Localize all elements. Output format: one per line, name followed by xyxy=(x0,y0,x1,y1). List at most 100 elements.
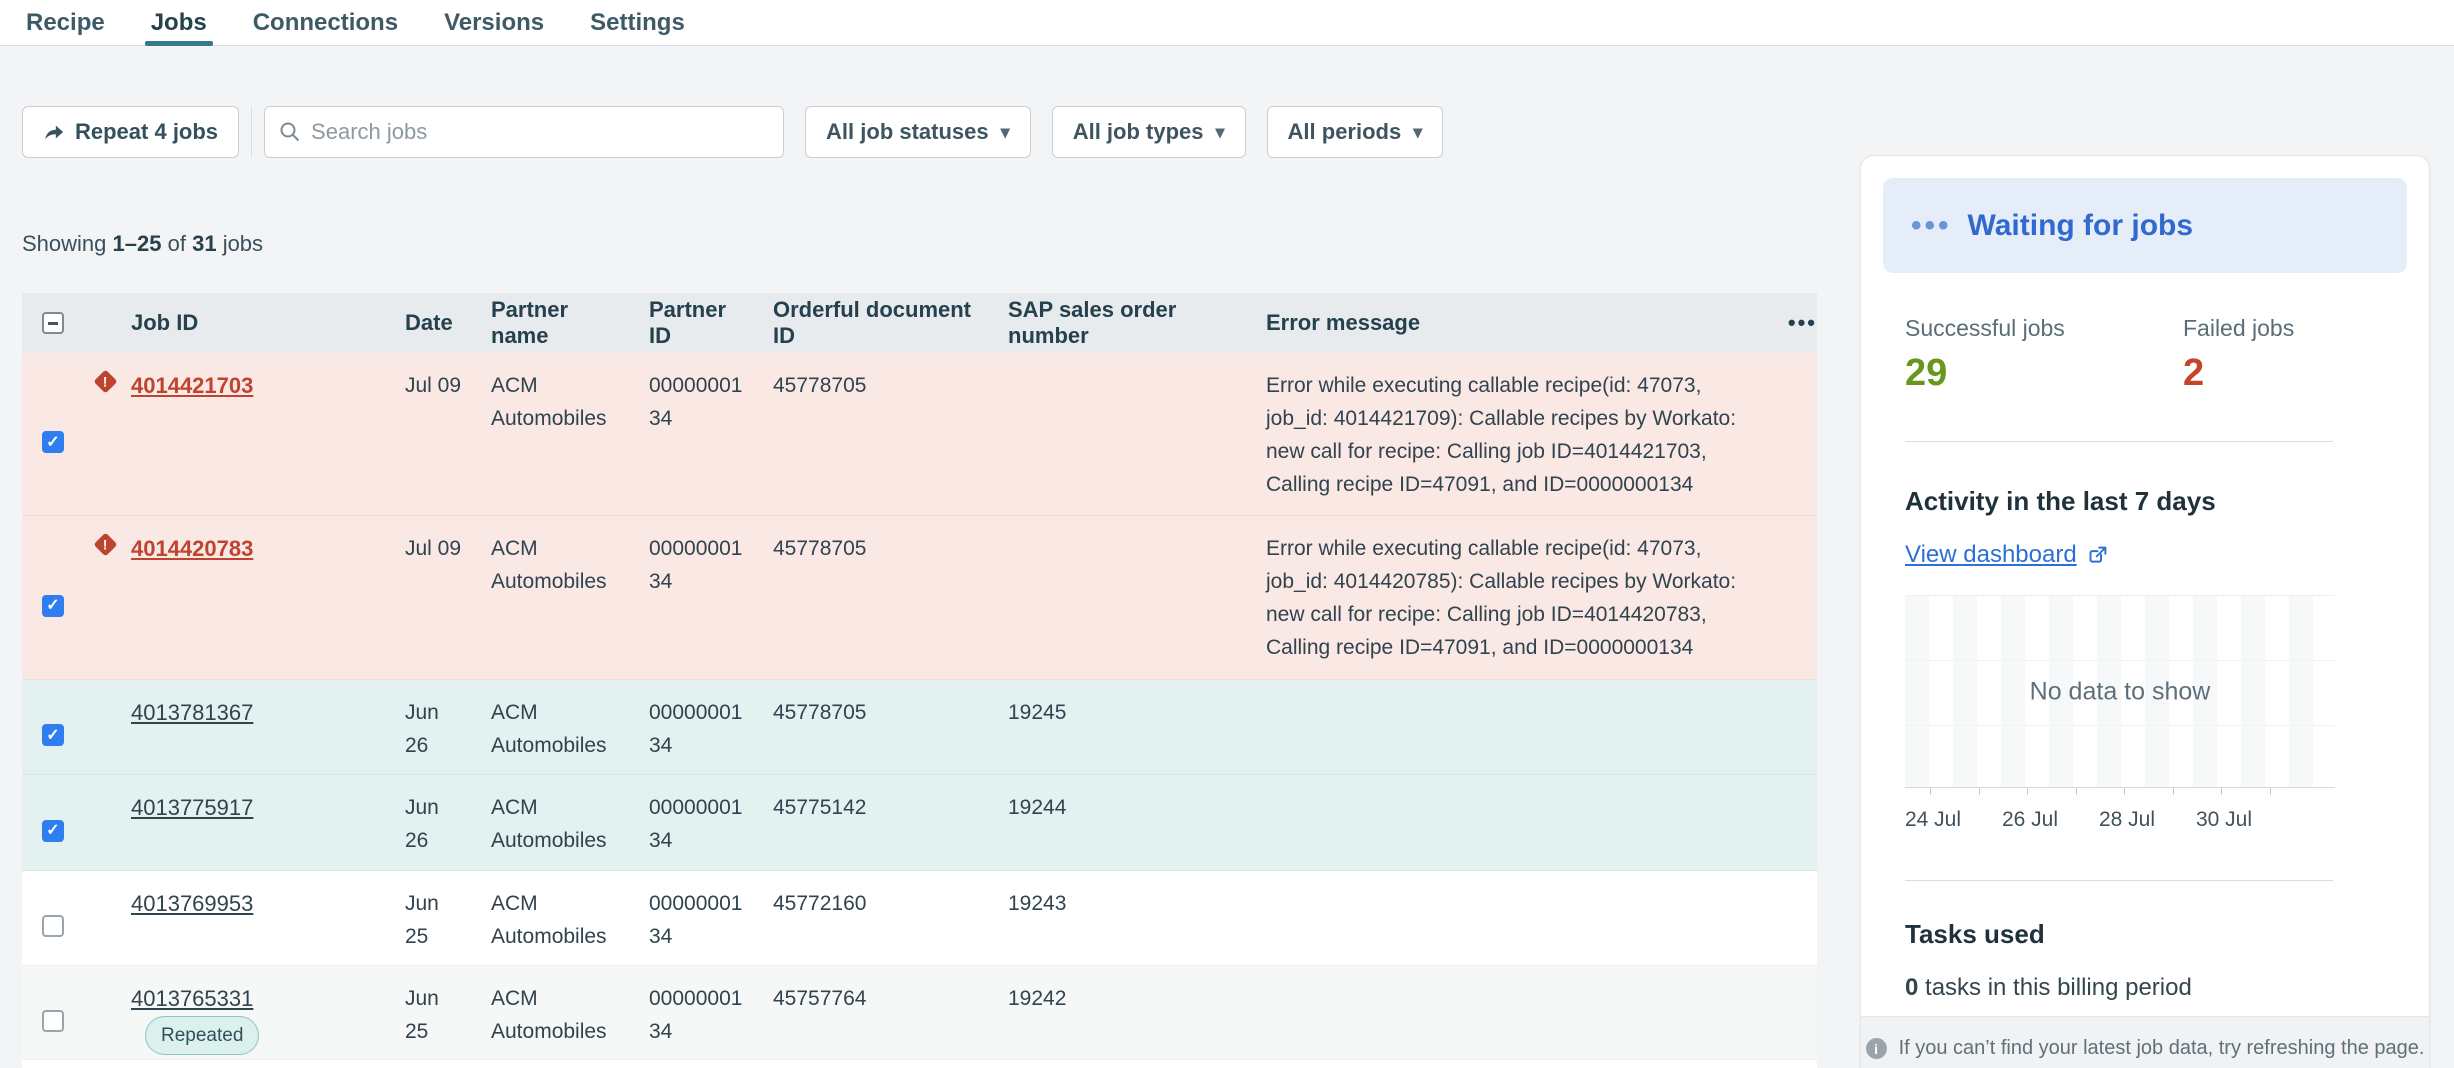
job-id-link[interactable]: 4013775917 xyxy=(131,795,253,820)
partner-id: 0000000134 xyxy=(649,871,773,965)
activity-chart: No data to show 24 Jul 26 Jul 28 Jul 30 … xyxy=(1905,595,2335,838)
results-summary: Showing 1–25 of 31 jobs xyxy=(22,231,263,257)
jobs-table: Job ID Date Partner name Partner ID Orde… xyxy=(22,293,1817,1068)
sap-sales-order-number: 19245 xyxy=(1008,680,1266,774)
table-header: Job ID Date Partner name Partner ID Orde… xyxy=(22,293,1817,353)
view-dashboard-link[interactable]: View dashboard xyxy=(1905,541,2108,569)
sap-sales-order-number: 19243 xyxy=(1008,871,1266,965)
select-all-checkbox[interactable] xyxy=(42,312,64,334)
results-total: 31 xyxy=(192,231,216,256)
partner-name: ACM Automobiles xyxy=(491,353,649,515)
x-axis-ticks xyxy=(1905,788,2335,796)
results-range: 1–25 xyxy=(113,231,162,256)
period-filter-label: All periods xyxy=(1288,119,1402,145)
sap-sales-order-number: 19242 xyxy=(1008,966,1266,1059)
row-checkbox[interactable] xyxy=(42,431,64,453)
partner-id: 0000000134 xyxy=(649,1060,773,1068)
repeat-jobs-label: Repeat 4 jobs xyxy=(75,119,218,145)
job-type-filter[interactable]: All job types ▾ xyxy=(1052,106,1246,158)
failed-jobs-count: 2 xyxy=(2183,352,2407,395)
col-orderful-document-id: Orderful document ID xyxy=(773,297,1008,349)
jobs-page: Repeat 4 jobs All job statuses ▾ All job… xyxy=(0,46,2454,1068)
activity-heading: Activity in the last 7 days xyxy=(1905,486,2407,517)
external-link-icon xyxy=(2087,545,2108,566)
job-stats: Successful jobs 29 Failed jobs 2 xyxy=(1905,315,2407,395)
partner-id: 0000000134 xyxy=(649,775,773,870)
col-sap-sales-order-number: SAP sales order number xyxy=(1008,297,1266,349)
orderful-document-id: 45778705 xyxy=(773,353,1008,515)
partner-name: ACM Automobiles xyxy=(491,966,649,1059)
job-id-link[interactable]: 4014421703 xyxy=(131,373,253,398)
tab-connections[interactable]: Connections xyxy=(253,0,398,46)
table-row: 4014420783 Jul 09 ACM Automobiles 000000… xyxy=(22,516,1817,680)
column-options-icon[interactable]: ••• xyxy=(1773,310,1817,336)
repeated-badge: Repeated xyxy=(145,1016,259,1055)
partner-name: ACM Automobiles xyxy=(491,680,649,774)
partner-id: 0000000134 xyxy=(649,680,773,774)
row-checkbox[interactable] xyxy=(42,820,64,842)
table-row: 4014421703 Jul 09 ACM Automobiles 000000… xyxy=(22,353,1817,516)
job-type-filter-label: All job types xyxy=(1073,119,1204,145)
partner-name: ACM Automobiles xyxy=(491,516,649,679)
filter-group: All job statuses ▾ All job types ▾ All p… xyxy=(805,106,1443,158)
period-filter[interactable]: All periods ▾ xyxy=(1267,106,1444,158)
col-partner-name: Partner name xyxy=(491,297,649,349)
search-input[interactable] xyxy=(311,119,769,145)
tab-bar: Recipe Jobs Connections Versions Setting… xyxy=(0,0,2454,46)
tab-settings[interactable]: Settings xyxy=(590,0,685,46)
job-status-filter[interactable]: All job statuses ▾ xyxy=(805,106,1031,158)
jobs-toolbar: Repeat 4 jobs All job statuses ▾ All job… xyxy=(22,106,1443,158)
sap-sales-order-number xyxy=(1008,516,1266,679)
x-axis-labels: 24 Jul 26 Jul 28 Jul 30 Jul xyxy=(1905,808,2335,838)
repeat-jobs-button[interactable]: Repeat 4 jobs xyxy=(22,106,239,158)
x-tick-label: 28 Jul xyxy=(2099,808,2155,832)
orderful-document-id: 45757764 xyxy=(773,966,1008,1059)
job-id-link[interactable]: 4014420783 xyxy=(131,536,253,561)
partner-name: ACM Automobiles xyxy=(491,871,649,965)
error-message: Error while executing callable recipe(id… xyxy=(1266,516,1773,679)
tab-recipe[interactable]: Recipe xyxy=(26,0,105,46)
toolbar-divider xyxy=(251,106,252,158)
sap-sales-order-number: 19244 xyxy=(1008,775,1266,870)
orderful-document-id: 45778705 xyxy=(773,680,1008,774)
row-checkbox[interactable] xyxy=(42,724,64,746)
table-row: 4013775917 Jun 26 ACM Automobiles 000000… xyxy=(22,775,1817,871)
failed-jobs-label: Failed jobs xyxy=(2183,315,2407,342)
waiting-for-jobs-title: Waiting for jobs xyxy=(1968,209,2194,243)
partner-id: 0000000134 xyxy=(649,516,773,679)
orderful-document-id: 45772160 xyxy=(773,871,1008,965)
job-id-link[interactable]: 4013765331 xyxy=(131,986,253,1011)
x-tick-label: 24 Jul xyxy=(1905,808,1961,832)
partner-id: 0000000134 xyxy=(649,966,773,1059)
chevron-down-icon: ▾ xyxy=(1215,122,1224,143)
waiting-for-jobs-banner: ••• Waiting for jobs xyxy=(1883,178,2407,273)
job-id-link[interactable]: 4013781367 xyxy=(131,700,253,725)
chevron-down-icon: ▾ xyxy=(1413,122,1422,143)
table-row: 4013765331Repeated Jun 25 ACM Automobile… xyxy=(22,966,1817,1060)
sap-sales-order-number: 19238 xyxy=(1008,1060,1266,1068)
row-checkbox[interactable] xyxy=(42,1010,64,1032)
partner-name: ACM Automobiles xyxy=(491,1060,649,1068)
repeat-arrow-icon xyxy=(43,121,65,143)
job-id-link[interactable]: 4013769953 xyxy=(131,891,253,916)
job-date: Jun 25 xyxy=(405,1060,491,1068)
tasks-used-text: 0 tasks in this billing period xyxy=(1905,974,2407,1002)
row-checkbox[interactable] xyxy=(42,915,64,937)
col-error-message: Error message xyxy=(1266,310,1773,336)
refresh-hint: i If you can’t find your latest job data… xyxy=(1861,1016,2429,1068)
tab-jobs[interactable]: Jobs xyxy=(151,0,207,46)
orderful-document-id: 45775142 xyxy=(773,775,1008,870)
col-job-id: Job ID xyxy=(131,310,405,336)
table-row: 4013781367 Jun 26 ACM Automobiles 000000… xyxy=(22,680,1817,775)
x-tick-label: 26 Jul xyxy=(2002,808,2058,832)
tab-versions[interactable]: Versions xyxy=(444,0,544,46)
x-tick-label: 30 Jul xyxy=(2196,808,2252,832)
row-checkbox[interactable] xyxy=(42,595,64,617)
chevron-down-icon: ▾ xyxy=(1001,122,1010,143)
tasks-used-heading: Tasks used xyxy=(1905,919,2407,950)
table-row: 4013765209 Jun 25 ACM Automobiles 000000… xyxy=(22,1060,1817,1068)
job-date: Jul 09 xyxy=(405,516,491,679)
job-date: Jun 26 xyxy=(405,775,491,870)
partner-name: ACM Automobiles xyxy=(491,775,649,870)
sidebar-divider xyxy=(1905,880,2333,881)
